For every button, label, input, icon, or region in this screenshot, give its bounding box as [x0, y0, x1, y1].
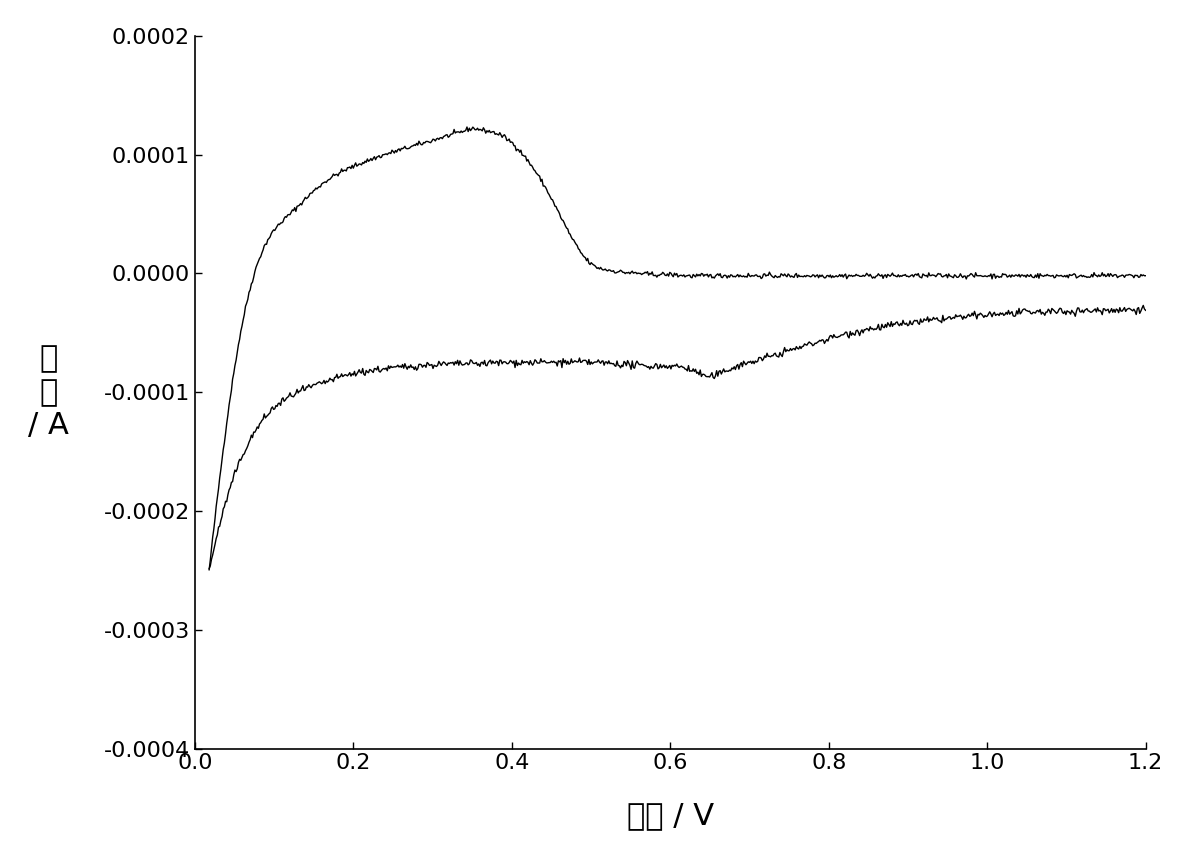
X-axis label: 电压 / V: 电压 / V: [626, 801, 713, 831]
Y-axis label: 电
流
/ A: 电 流 / A: [27, 344, 69, 440]
